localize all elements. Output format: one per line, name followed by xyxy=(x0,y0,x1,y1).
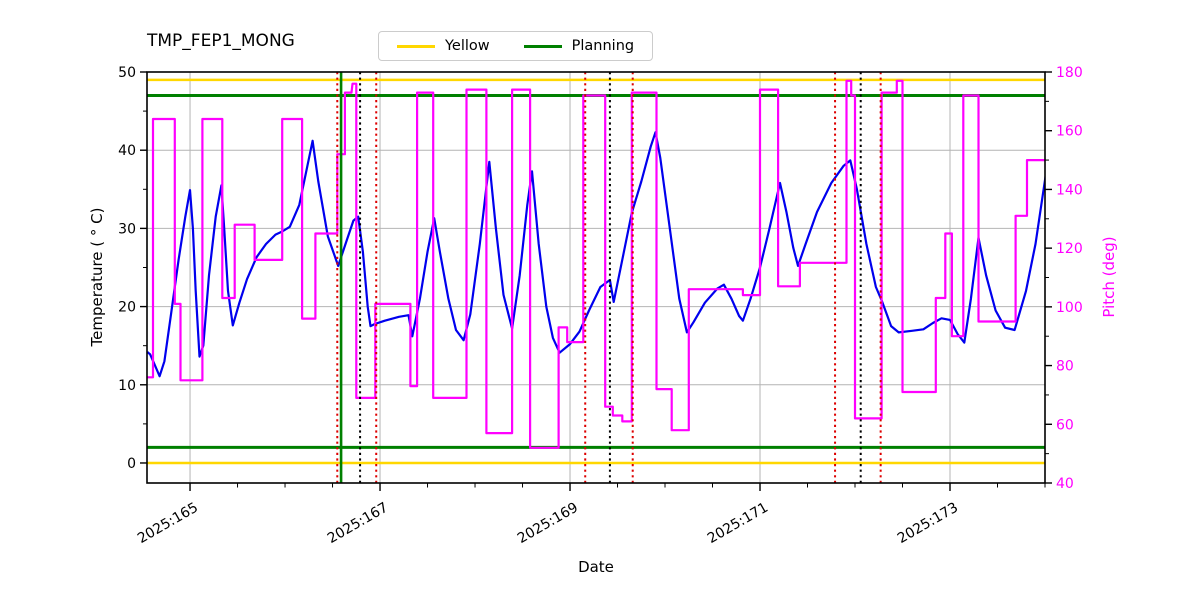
legend-label: Planning xyxy=(571,38,635,54)
y-right-tick-label: 140 xyxy=(1056,182,1083,198)
y-right-tick-label: 60 xyxy=(1056,417,1074,433)
y-right-tick-label: 40 xyxy=(1056,476,1074,492)
y-left-tick-label: 20 xyxy=(118,300,136,316)
x-tick-label: 2025:165 xyxy=(135,500,201,547)
y-left-tick-label: 0 xyxy=(127,456,136,472)
y-left-tick-label: 30 xyxy=(118,221,136,237)
pitch-series-line xyxy=(147,79,1045,449)
y-left-tick-label: 40 xyxy=(118,143,136,159)
x-tick-label: 2025:169 xyxy=(515,500,581,547)
y-right-tick-label: 80 xyxy=(1056,359,1074,375)
y-right-tick-label: 160 xyxy=(1056,124,1083,140)
x-axis-label: Date xyxy=(578,558,614,576)
chart-title: TMP_FEP1_MONG xyxy=(147,31,295,51)
y-left-tick-label: 50 xyxy=(118,65,136,81)
y-axis-label-left: Temperature ( ° C) xyxy=(88,207,106,347)
x-tick-label: 2025:167 xyxy=(325,500,391,547)
y-left-tick-label: 10 xyxy=(118,378,136,394)
temperature-series-line xyxy=(147,131,1045,378)
legend: Yellow Planning xyxy=(378,31,654,61)
legend-item-yellow: Yellow xyxy=(397,38,490,54)
y-right-tick-label: 180 xyxy=(1056,65,1083,81)
legend-label: Yellow xyxy=(445,38,490,54)
y-right-tick-label: 120 xyxy=(1056,241,1083,257)
x-tick-label: 2025:173 xyxy=(895,500,961,547)
y-right-tick-label: 100 xyxy=(1056,300,1083,316)
legend-item-planning: Planning xyxy=(523,38,635,54)
y-axis-label-right: Pitch (deg) xyxy=(1100,236,1118,318)
legend-line-swatch xyxy=(397,44,435,48)
legend-line-swatch xyxy=(523,44,562,48)
x-tick-label: 2025:171 xyxy=(705,500,771,547)
